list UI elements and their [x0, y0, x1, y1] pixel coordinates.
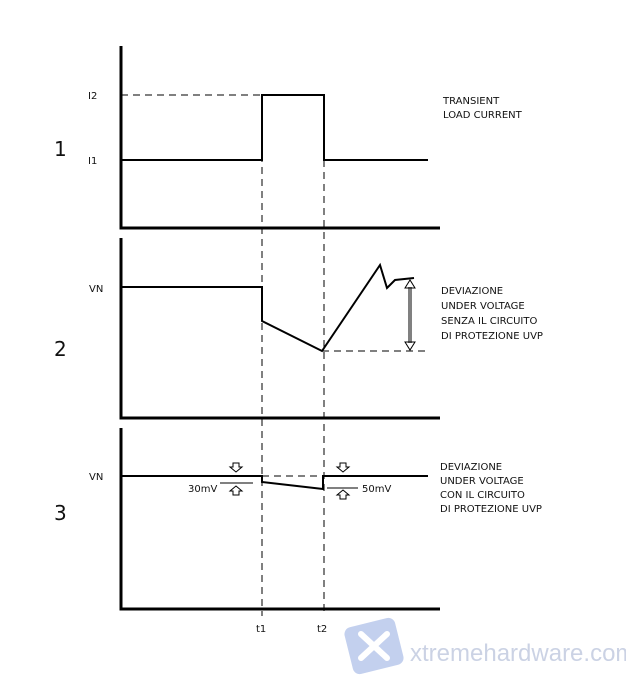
- level-label: I2: [88, 91, 97, 102]
- level-label: VN: [89, 284, 103, 295]
- watermark-logo: xtremehardware.com: [344, 617, 626, 675]
- caption-line: TRANSIENT: [442, 96, 500, 107]
- caption-line: UNDER VOLTAGE: [441, 301, 525, 312]
- arrow-up-icon: [335, 489, 351, 500]
- panel-number: 3: [54, 501, 67, 525]
- arrow-down-icon: [228, 462, 244, 473]
- time-marker-t2: t2: [317, 624, 327, 635]
- caption-line: LOAD CURRENT: [443, 110, 523, 121]
- level-label: I1: [88, 156, 97, 167]
- arrow-up-icon: [228, 485, 244, 496]
- watermark-text: xtremehardware.com: [410, 640, 626, 667]
- panel-number: 1: [54, 137, 67, 161]
- caption-line: SENZA IL CIRCUITO: [441, 316, 537, 327]
- caption-line: DI PROTEZIONE UVP: [440, 504, 542, 515]
- caption-line: UNDER VOLTAGE: [440, 476, 524, 487]
- arrow-down-icon: [335, 462, 351, 473]
- time-marker-t1: t1: [256, 624, 266, 635]
- panel-number: 2: [54, 337, 67, 361]
- voltage-without-uvp-waveform: [121, 262, 415, 353]
- panel3-axes: [119, 428, 440, 611]
- load-current-waveform: [121, 94, 428, 161]
- annotation-30mv: 30mV: [188, 484, 217, 495]
- panel2-axes: [119, 238, 440, 420]
- deviation-double-arrow-icon: [404, 279, 416, 351]
- caption-line: DEVIAZIONE: [441, 286, 503, 297]
- voltage-with-uvp-waveform: [121, 475, 428, 491]
- panel1-axes: [119, 46, 440, 230]
- annotation-50mv: 50mV: [362, 484, 391, 495]
- caption-line: DI PROTEZIONE UVP: [441, 331, 543, 342]
- caption-line: DEVIAZIONE: [440, 462, 502, 473]
- caption-line: CON IL CIRCUITO: [440, 490, 525, 501]
- level-label: VN: [89, 472, 103, 483]
